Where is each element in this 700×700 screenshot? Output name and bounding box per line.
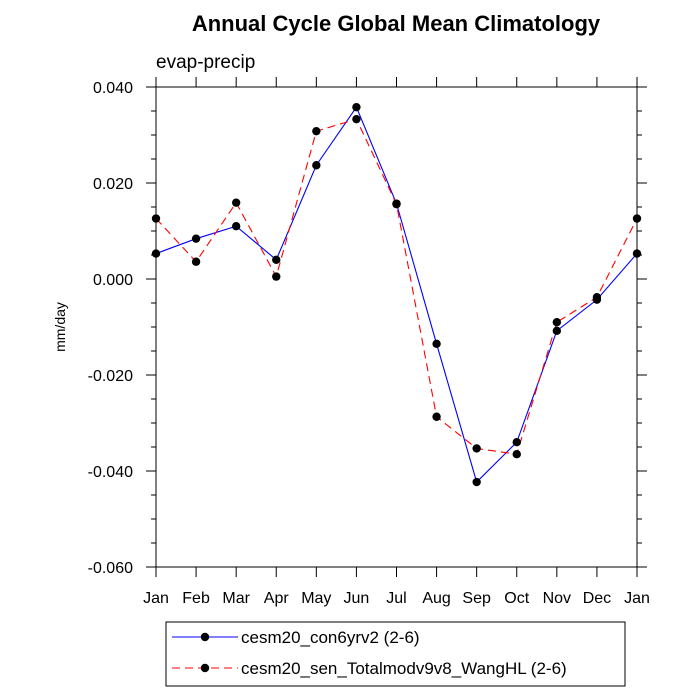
legend-label-series-2: cesm20_sen_Totalmodv9v8_WangHL (2-6) [241,659,567,678]
data-point-series-1 [432,339,441,348]
data-point-series-1 [512,438,521,447]
data-point-series-2 [512,450,521,459]
y-tick-label: 0.020 [93,176,133,193]
major-ticks [146,77,647,577]
legend-box [165,621,626,687]
data-point-series-2 [592,293,602,302]
x-tick-label: Mar [222,590,250,607]
data-point-series-1 [231,222,241,231]
data-point-series-1 [352,102,361,112]
series-layer [151,102,642,487]
data-point-series-1 [312,161,321,170]
series-line-1 [155,106,638,484]
data-point-series-2 [272,272,281,281]
x-tick-label: Apr [264,590,290,607]
minor-ticks [151,110,642,544]
x-tick-label: Jan [143,590,169,607]
legend-marker-series-1 [200,632,210,642]
y-tick-label: 0.040 [93,80,133,97]
x-tick-label: Jan [624,590,650,607]
data-point-series-2 [312,126,321,136]
x-tick-label: Feb [182,590,210,607]
x-tick-label: Jun [344,590,370,607]
legend-marker-series-2 [200,663,210,673]
x-tick-label: Sep [462,590,491,607]
x-tick-labels: Jan Feb Mar Apr May Jun Jul Aug Sep Oct Nov Dec Jan [143,590,650,607]
data-point-series-2 [392,199,401,209]
data-point-series-1 [552,326,562,336]
x-tick-label: Oct [504,590,529,607]
y-tick-label: -0.020 [88,368,133,385]
y-tick-label: -0.040 [88,464,133,481]
data-point-series-2 [432,412,441,421]
series-line-2 [155,118,638,455]
chart-title: Annual Cycle Global Mean Climatology [192,11,601,36]
x-tick-label: Jul [386,590,406,607]
chart-subtitle: evap-precip [156,52,255,73]
legend-label-series-1: cesm20_con6yrv2 (2-6) [241,628,420,647]
x-tick-label: May [301,590,331,607]
data-point-series-2 [352,114,361,124]
y-tick-label: -0.060 [88,560,133,577]
x-tick-label: Dec [583,590,611,607]
data-point-series-2 [552,318,562,327]
y-axis-label: mm/day [52,302,68,352]
data-point-series-2 [231,198,241,207]
y-tick-labels: -0.060 -0.040 -0.020 0.000 0.020 0.040 [88,80,133,577]
x-tick-label: Nov [543,590,571,607]
legend: cesm20_con6yrv2 (2-6) cesm20_sen_Totalmo… [165,621,626,687]
data-point-series-2 [191,257,201,266]
plot-frame [155,86,638,568]
y-tick-label: 0.000 [93,272,133,289]
data-point-series-1 [191,234,201,243]
x-tick-label: Aug [422,590,450,607]
data-point-series-1 [472,477,481,487]
data-point-series-1 [272,255,281,264]
data-point-series-2 [472,444,481,453]
